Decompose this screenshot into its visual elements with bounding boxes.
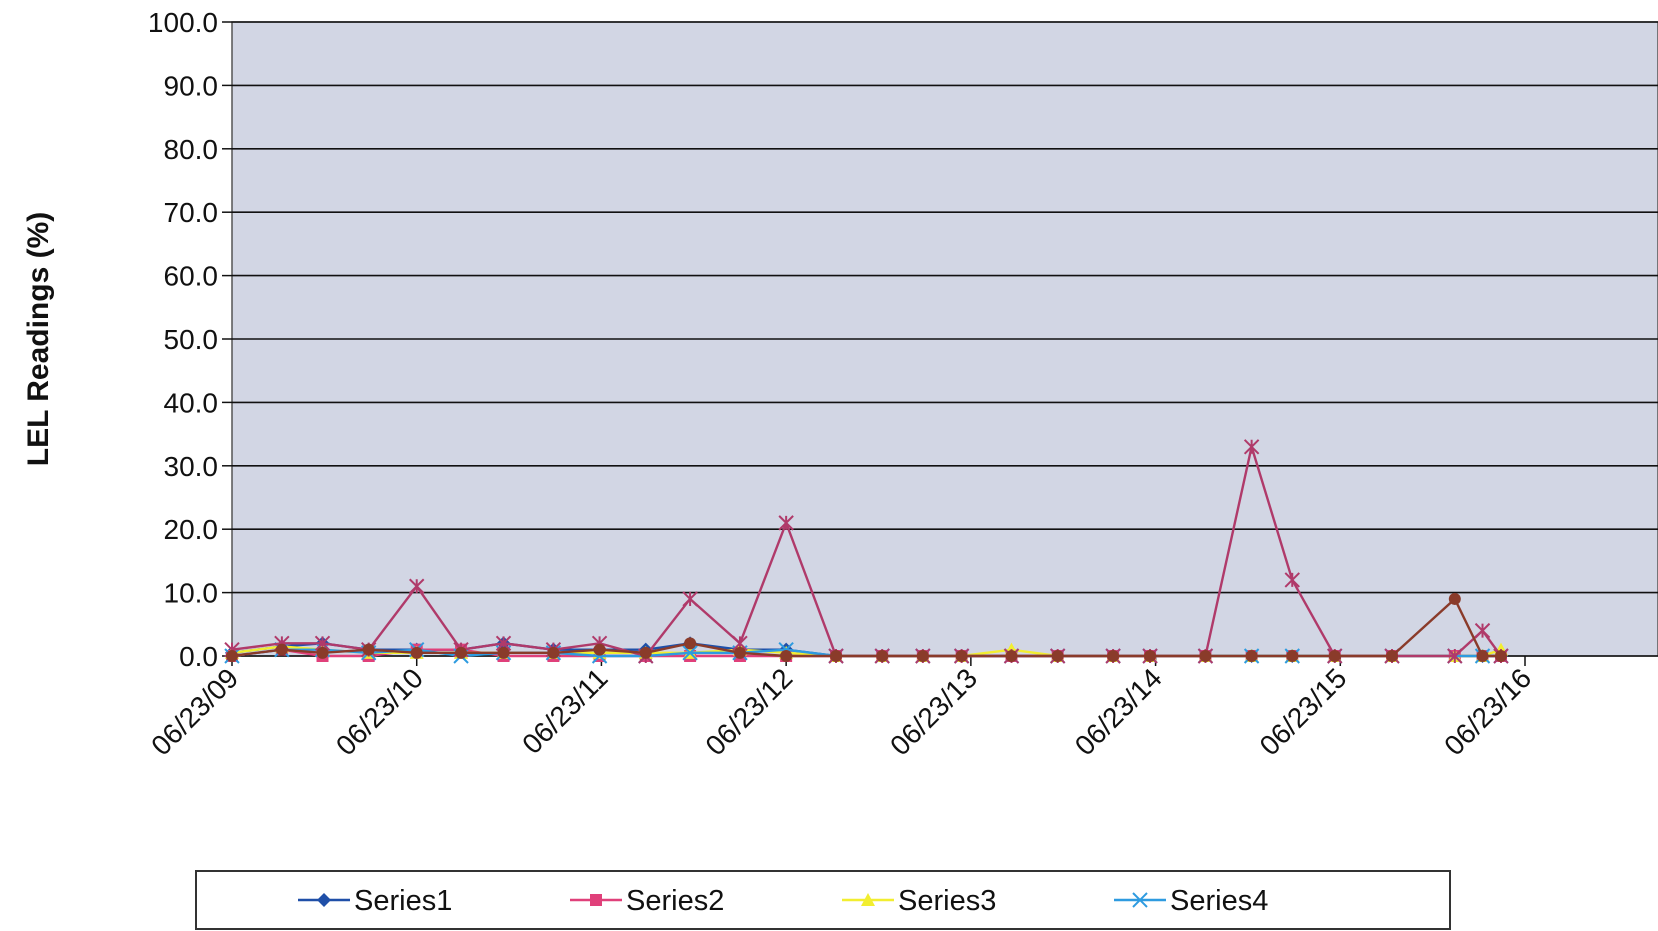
data-point [1448, 592, 1461, 605]
data-point [1447, 648, 1463, 664]
data-point [1474, 622, 1491, 639]
legend-label: Series2 [626, 885, 724, 917]
data-point [1245, 650, 1258, 662]
legend-label: Series1 [354, 885, 452, 917]
y-axis-ticks: 0.0 10.0 20.0 30.0 40.0 50.0 60.0 70.0 80.0 90.0 1… [148, 7, 218, 672]
series-layer [224, 439, 1509, 664]
y-tick-label: 10.0 [164, 578, 219, 609]
data-point [409, 578, 425, 594]
data-point [1005, 650, 1018, 662]
x-axis-ticks: 06/23/09 06/23/10 06/23/11 06/23/12 06/23/13… [145, 662, 1537, 761]
data-point [590, 894, 602, 906]
y-tick-label: 60.0 [164, 261, 219, 292]
y-tick-label: 30.0 [164, 451, 219, 482]
y-tick-label: 80.0 [164, 134, 219, 165]
data-point [1494, 650, 1507, 662]
legend-entry-series3: Series3 [842, 885, 996, 917]
data-point [684, 637, 697, 650]
data-point [316, 646, 329, 659]
x-tick-label: 06/23/14 [1069, 662, 1168, 761]
legend-entry-series2: Series2 [570, 885, 724, 917]
series-6 [226, 592, 1507, 662]
data-point [861, 893, 875, 906]
data-point [226, 650, 238, 662]
data-point [955, 650, 968, 662]
legend-box [195, 870, 1451, 930]
data-point [682, 645, 698, 661]
data-point [682, 591, 698, 607]
data-point [317, 893, 331, 907]
legend-label: Series3 [898, 885, 996, 917]
x-tick-label: 06/23/10 [330, 662, 429, 761]
y-axis-label: LEL Readings (%) [22, 212, 55, 466]
x-tick-label: 06/23/13 [884, 662, 983, 761]
data-point [1051, 650, 1064, 662]
data-point [1144, 650, 1157, 662]
y-tick-label: 50.0 [164, 324, 219, 355]
y-tick-label: 40.0 [164, 387, 219, 418]
data-point [1386, 650, 1399, 662]
data-point [1243, 439, 1260, 455]
legend: Series1 Series2 Series3 Series4 [195, 870, 1451, 930]
data-point [1132, 892, 1148, 908]
x-tick-label: 06/23/16 [1438, 662, 1537, 761]
data-point [1107, 650, 1120, 662]
data-point [780, 650, 793, 662]
data-point [1284, 572, 1300, 588]
x-tick-label: 06/23/11 [516, 662, 614, 760]
legend-entries: Series1 Series2 Series3 Series4 [298, 885, 1268, 917]
data-point [916, 650, 929, 662]
data-point [1286, 650, 1299, 662]
data-point [547, 646, 560, 659]
legend-label: Series4 [1170, 885, 1268, 917]
data-point [1476, 650, 1489, 662]
legend-entry-series1: Series1 [298, 885, 452, 917]
data-point [1199, 650, 1212, 662]
y-tick-label: 90.0 [164, 70, 219, 101]
data-point [733, 646, 746, 659]
x-tick-label: 06/23/15 [1254, 662, 1353, 761]
data-point [362, 643, 375, 656]
legend-entry-series4: Series4 [1114, 885, 1268, 917]
y-tick-label: 100.0 [148, 7, 218, 38]
x-tick-label: 06/23/12 [699, 662, 798, 761]
data-point [593, 643, 606, 656]
y-tick-label: 70.0 [164, 197, 219, 228]
data-point [639, 646, 652, 659]
data-point [275, 643, 288, 656]
y-tick-label: 20.0 [164, 514, 219, 545]
x-tick-label: 06/23/09 [145, 662, 244, 761]
y-tick-label: 0.0 [179, 641, 218, 672]
data-point [497, 646, 510, 659]
data-point [876, 650, 889, 662]
data-point [1328, 650, 1341, 662]
data-point [830, 650, 843, 662]
data-point [410, 646, 423, 659]
data-point [778, 515, 794, 531]
data-point [455, 646, 468, 659]
